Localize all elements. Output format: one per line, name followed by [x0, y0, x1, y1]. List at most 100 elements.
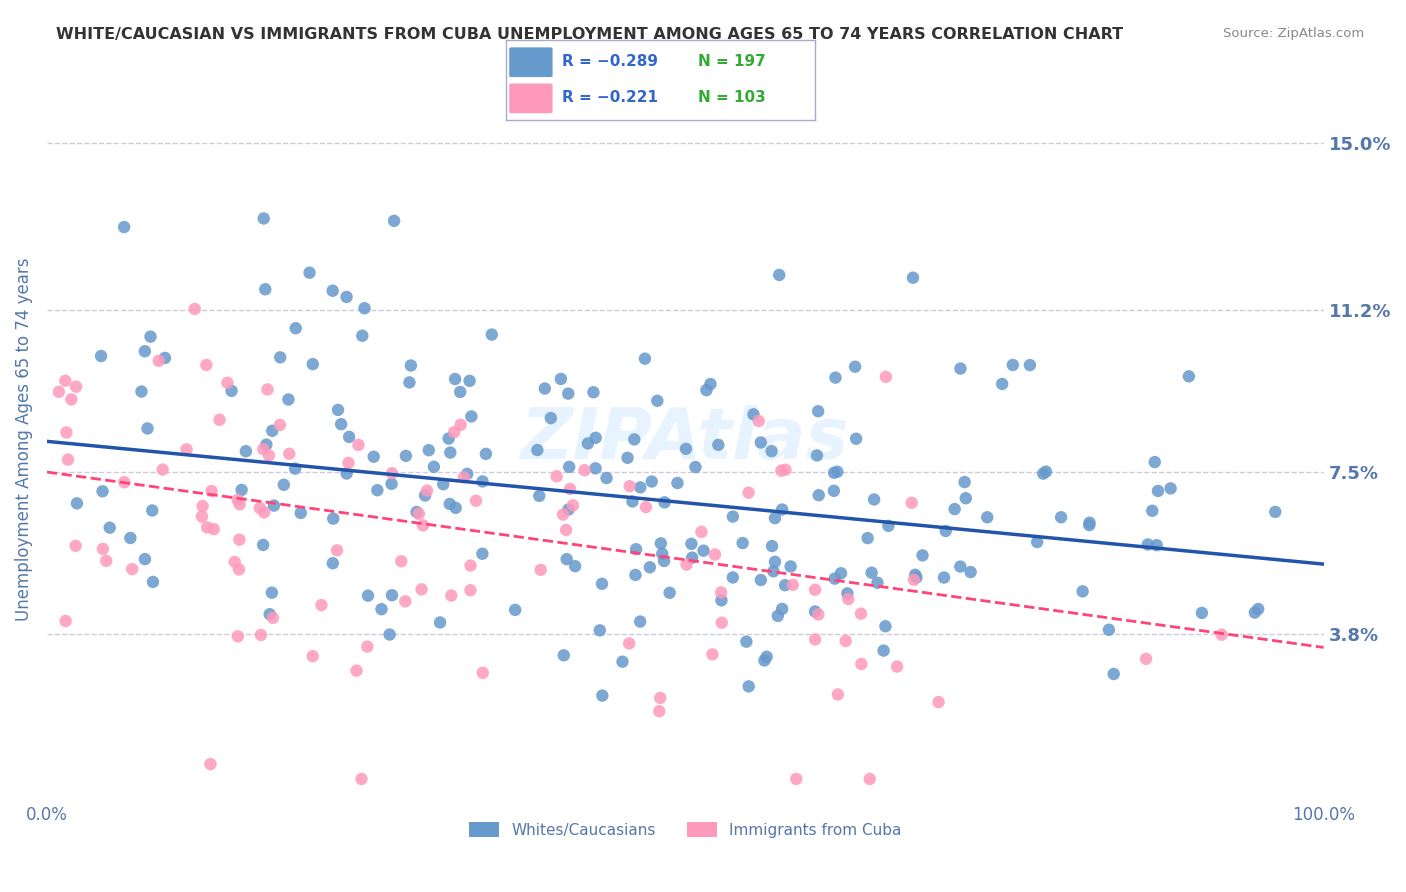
- Point: [411, 582, 433, 597]
- Point: [886, 659, 908, 673]
- Point: [530, 563, 553, 577]
- Point: [450, 417, 472, 432]
- Point: [460, 409, 482, 424]
- Point: [229, 497, 252, 511]
- Point: [221, 384, 243, 398]
- Point: [1143, 455, 1166, 469]
- Point: [591, 689, 613, 703]
- Point: [226, 629, 249, 643]
- Point: [807, 607, 830, 622]
- Point: [943, 502, 966, 516]
- Point: [423, 459, 446, 474]
- Point: [851, 657, 873, 671]
- Point: [352, 328, 374, 343]
- Point: [949, 559, 972, 574]
- Point: [389, 554, 412, 568]
- Point: [807, 404, 830, 418]
- Point: [408, 507, 430, 521]
- Point: [378, 627, 401, 641]
- Point: [652, 554, 675, 568]
- Point: [634, 351, 657, 366]
- Point: [405, 505, 427, 519]
- Point: [650, 536, 672, 550]
- Point: [298, 266, 321, 280]
- Point: [628, 615, 651, 629]
- Point: [262, 424, 284, 438]
- Point: [148, 354, 170, 368]
- Point: [775, 463, 797, 477]
- Point: [770, 602, 793, 616]
- Point: [710, 593, 733, 607]
- Point: [976, 510, 998, 524]
- Point: [710, 615, 733, 630]
- Point: [558, 459, 581, 474]
- Point: [121, 562, 143, 576]
- Point: [471, 547, 494, 561]
- Point: [290, 506, 312, 520]
- Point: [471, 665, 494, 680]
- Point: [1135, 652, 1157, 666]
- Point: [353, 301, 375, 316]
- Point: [616, 450, 638, 465]
- Point: [1160, 482, 1182, 496]
- Point: [134, 344, 156, 359]
- Point: [253, 211, 276, 226]
- Point: [260, 585, 283, 599]
- Point: [443, 425, 465, 439]
- Point: [558, 482, 581, 496]
- Point: [112, 220, 135, 235]
- Y-axis label: Unemployment Among Ages 65 to 74 years: Unemployment Among Ages 65 to 74 years: [15, 258, 32, 621]
- Point: [953, 475, 976, 489]
- Point: [91, 541, 114, 556]
- Point: [905, 570, 928, 584]
- Point: [557, 386, 579, 401]
- Point: [557, 502, 579, 516]
- Point: [1019, 358, 1042, 372]
- Point: [553, 648, 575, 663]
- Point: [1142, 504, 1164, 518]
- Text: N = 197: N = 197: [697, 54, 766, 70]
- Point: [949, 361, 972, 376]
- Point: [692, 543, 714, 558]
- Point: [336, 467, 359, 481]
- Point: [932, 570, 955, 584]
- Point: [555, 552, 578, 566]
- Point: [704, 548, 727, 562]
- Point: [254, 282, 277, 296]
- Point: [142, 574, 165, 589]
- Point: [650, 690, 672, 705]
- Point: [335, 290, 357, 304]
- Point: [217, 376, 239, 390]
- Point: [475, 447, 498, 461]
- Point: [690, 524, 713, 539]
- Point: [827, 688, 849, 702]
- Point: [555, 523, 578, 537]
- Point: [301, 649, 323, 664]
- Point: [337, 430, 360, 444]
- Point: [208, 413, 231, 427]
- Point: [762, 564, 785, 578]
- Point: [184, 301, 207, 316]
- Point: [90, 349, 112, 363]
- Text: ZIPAtlas: ZIPAtlas: [522, 405, 849, 474]
- Point: [654, 495, 676, 509]
- Point: [139, 329, 162, 343]
- Point: [866, 575, 889, 590]
- Point: [263, 499, 285, 513]
- Point: [551, 508, 574, 522]
- Point: [65, 539, 87, 553]
- Point: [1078, 518, 1101, 533]
- Point: [416, 483, 439, 498]
- Point: [202, 522, 225, 536]
- Point: [231, 483, 253, 497]
- Point: [249, 501, 271, 516]
- Point: [742, 408, 765, 422]
- Point: [284, 321, 307, 335]
- Point: [444, 372, 467, 386]
- Point: [782, 578, 804, 592]
- Point: [284, 461, 307, 475]
- Point: [278, 447, 301, 461]
- Point: [624, 542, 647, 557]
- Point: [763, 511, 786, 525]
- Point: [65, 380, 87, 394]
